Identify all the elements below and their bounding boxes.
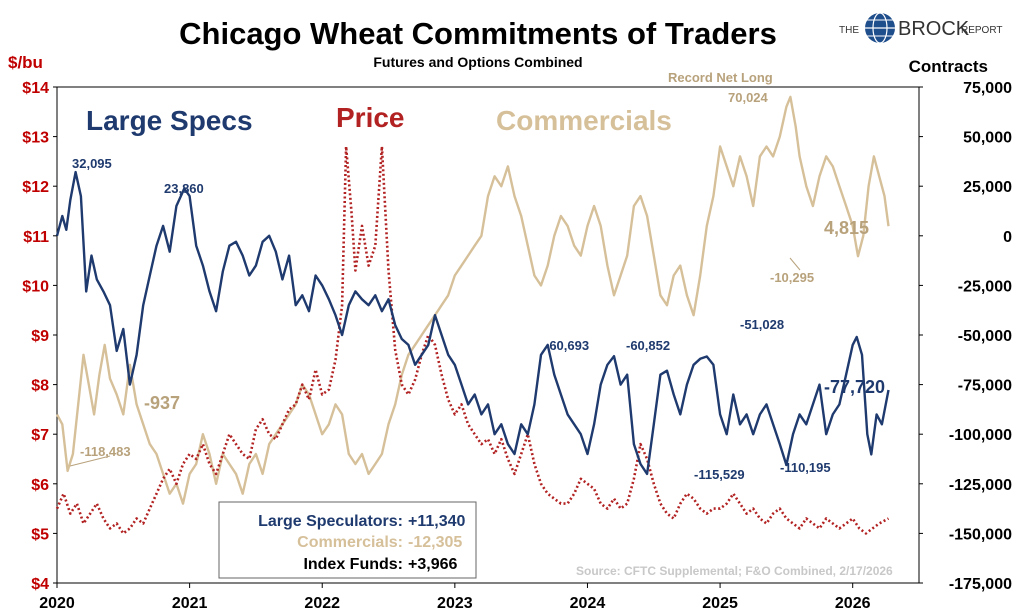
x-tick-label: 2025 — [702, 595, 738, 612]
ann-specs-51028: -51,028 — [740, 317, 784, 332]
source-note: Source: CFTC Supplemental; F&O Combined,… — [576, 564, 893, 578]
legend-label-large-specs: Large Speculators: — [258, 513, 403, 530]
left-tick-label: $10 — [22, 278, 49, 295]
x-tick-label: 2023 — [437, 595, 473, 612]
ann-comm-70024: 70,024 — [728, 90, 769, 105]
right-tick-label: -25,000 — [958, 278, 1012, 295]
chart-subtitle: Futures and Options Combined — [373, 54, 582, 70]
ann-specs-110195: -110,195 — [780, 460, 831, 475]
globe-icon — [865, 12, 895, 44]
ann-specs-last: -77,720 — [824, 377, 885, 397]
right-tick-label: -50,000 — [958, 328, 1012, 345]
left-tick-label: $14 — [22, 80, 49, 97]
right-tick-label: 25,000 — [963, 179, 1012, 196]
ann-comm-118483-leader — [69, 455, 111, 467]
series-title-commercials: Commercials — [496, 105, 672, 136]
left-tick-label: $5 — [31, 526, 49, 543]
left-tick-label: $12 — [22, 179, 49, 196]
left-tick-label: $4 — [31, 576, 49, 593]
series-title-price: Price — [336, 102, 405, 133]
chart-title: Chicago Wheat Commitments of Traders — [179, 16, 777, 51]
right-axis-ticks: 75,000 50,000 25,000 0 -25,000 -50,000 -75,000… — [919, 80, 1012, 593]
right-tick-label: 50,000 — [963, 130, 1012, 147]
x-tick-label: 2022 — [304, 595, 340, 612]
series-title-large-specs: Large Specs — [86, 105, 253, 136]
left-axis-ticks: $4 $5 $6 $7 $8 $9 $10 $11 $12 $13 $14 — [22, 80, 57, 593]
left-tick-label: $9 — [31, 328, 49, 345]
legend-value-commercials: -12,305 — [408, 534, 462, 551]
right-tick-label: -100,000 — [949, 427, 1012, 444]
left-tick-label: $13 — [22, 130, 49, 147]
x-tick-label: 2026 — [835, 595, 871, 612]
left-axis-unit: $/bu — [8, 53, 43, 72]
ann-comm-record-label: Record Net Long — [668, 70, 773, 85]
legend-label-commercials: Commercials: — [297, 534, 403, 551]
logo-suffix: REPORT — [961, 25, 1003, 36]
left-tick-label: $11 — [23, 229, 49, 246]
ann-comm-937: -937 — [144, 393, 180, 413]
plot-frame — [56, 86, 920, 584]
series-line-commercials — [55, 95, 890, 505]
left-tick-label: $6 — [31, 477, 49, 494]
ann-specs-60852: -60,852 — [626, 338, 670, 353]
ann-comm-10295-leader — [789, 257, 801, 271]
right-tick-label: -75,000 — [958, 378, 1012, 395]
series-line-large-specs — [55, 170, 890, 476]
right-tick-label: -150,000 — [949, 526, 1012, 543]
ann-comm-10295: -10,295 — [770, 270, 814, 285]
x-axis-ticks: 2020 2021 2022 2023 2024 2025 2026 — [39, 583, 871, 612]
ann-specs-60693: -60,693 — [545, 338, 589, 353]
right-tick-label: 75,000 — [963, 80, 1012, 97]
x-tick-label: 2021 — [172, 595, 208, 612]
left-tick-label: $8 — [31, 378, 49, 395]
legend-value-index-funds: +3,966 — [408, 556, 457, 573]
ann-comm-118483: -118,483 — [80, 444, 131, 459]
brock-report-logo: THE BROCK REPORT — [839, 12, 1003, 44]
left-tick-label: $7 — [31, 427, 49, 444]
net-change-box: Large Speculators: +11,340 Commercials: … — [218, 501, 477, 579]
ann-specs-32095: 32,095 — [72, 156, 112, 171]
legend-value-large-specs: +11,340 — [408, 513, 466, 530]
right-tick-label: -125,000 — [949, 477, 1012, 494]
legend-label-index-funds: Index Funds: — [303, 556, 403, 573]
series-line-price — [55, 145, 890, 535]
right-tick-label: -175,000 — [949, 576, 1012, 593]
x-tick-label: 2024 — [570, 595, 606, 612]
ann-specs-115529: -115,529 — [694, 467, 745, 482]
logo-prefix: THE — [839, 25, 859, 36]
right-axis-unit: Contracts — [909, 57, 988, 76]
ann-specs-23860: 23,860 — [164, 181, 204, 196]
series-layer — [55, 95, 890, 535]
right-tick-label: 0 — [1003, 229, 1012, 246]
x-tick-label: 2020 — [39, 595, 75, 612]
ann-comm-last: 4,815 — [824, 218, 869, 238]
logo-brand: BROCK — [898, 18, 970, 40]
